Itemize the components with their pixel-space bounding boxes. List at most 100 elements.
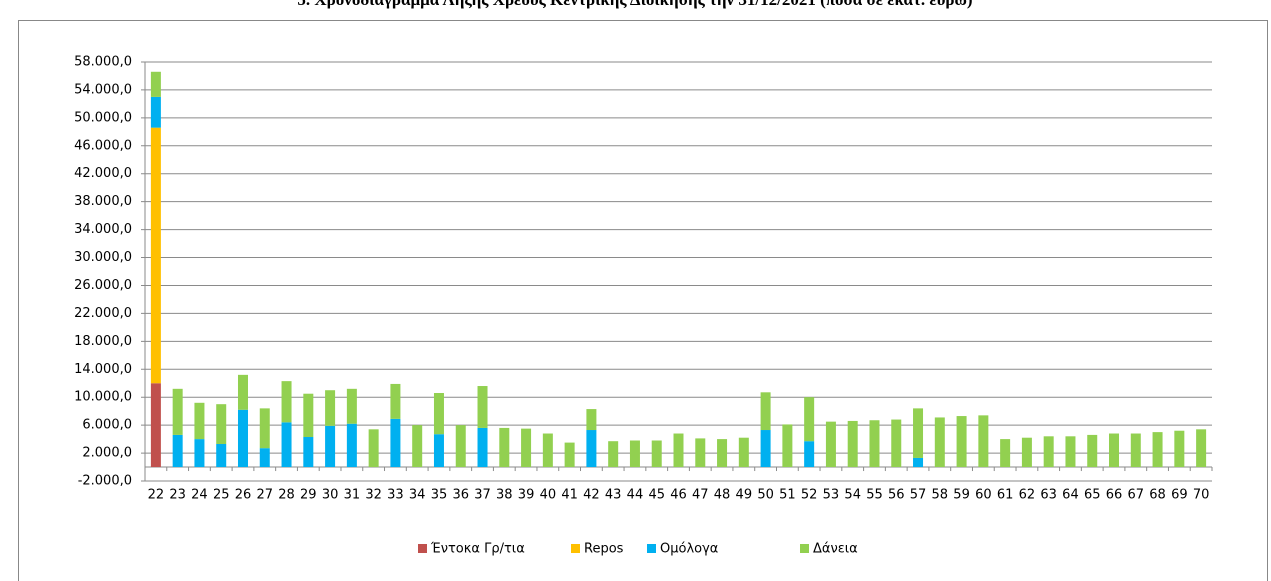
bar-segment <box>325 390 336 426</box>
legend-swatch <box>800 544 809 553</box>
bar-segment <box>673 433 684 468</box>
bar-segment <box>934 417 945 468</box>
bar-segment <box>1043 436 1054 468</box>
x-tick-label: 70 <box>1193 488 1210 503</box>
x-tick-label: 23 <box>169 488 186 503</box>
bar-segment <box>433 434 444 468</box>
bar-segment <box>194 439 205 468</box>
x-tick-label: 37 <box>474 488 491 503</box>
x-tick-label: 26 <box>235 488 252 503</box>
y-tick-label: 38.000,0 <box>74 194 132 209</box>
y-tick-label: 6.000,0 <box>82 418 132 433</box>
bar-segment <box>651 440 662 468</box>
bar-segment <box>281 381 292 423</box>
x-tick-label: 58 <box>932 488 949 503</box>
bar-segment <box>956 416 967 468</box>
legend-label: Έντοκα Γρ/τια <box>430 542 525 557</box>
bar-segment <box>782 424 793 468</box>
bar-segment <box>738 437 749 468</box>
bar-segment <box>1196 429 1207 468</box>
x-tick-label: 42 <box>583 488 600 503</box>
x-tick-label: 40 <box>540 488 557 503</box>
x-tick-label: 48 <box>714 488 731 503</box>
x-tick-label: 65 <box>1084 488 1101 503</box>
bar-segment <box>390 418 401 468</box>
legend-label: Ομόλογα <box>660 542 718 557</box>
y-tick-label: 2.000,0 <box>82 446 132 461</box>
bar-segment <box>477 427 488 468</box>
x-tick-label: 66 <box>1106 488 1123 503</box>
bar-segment <box>542 433 553 468</box>
bar-segment <box>237 374 248 410</box>
bar-segment <box>281 422 292 468</box>
bar-segment <box>1065 436 1076 468</box>
bar-segment <box>237 409 248 468</box>
bar-segment <box>346 423 357 468</box>
x-tick-label: 52 <box>801 488 818 503</box>
legend-swatch <box>571 544 580 553</box>
x-tick-label: 29 <box>300 488 317 503</box>
bar-segment <box>695 438 706 468</box>
x-tick-label: 25 <box>213 488 230 503</box>
bar-segment <box>717 439 728 468</box>
x-tick-label: 67 <box>1128 488 1145 503</box>
legend-swatch <box>418 544 427 553</box>
x-tick-label: 22 <box>148 488 165 503</box>
bar-segment <box>172 434 183 468</box>
bar-segment <box>825 421 836 468</box>
bar-segment <box>913 457 924 468</box>
x-tick-label: 27 <box>256 488 273 503</box>
y-tick-label: 34.000,0 <box>74 222 132 237</box>
bar-segment <box>1174 430 1185 468</box>
bar-segment <box>499 427 510 468</box>
bar-segment <box>346 388 357 424</box>
y-tick-label: 46.000,0 <box>74 138 132 153</box>
bar-segment <box>891 419 902 468</box>
bar-segment <box>804 397 815 442</box>
x-tick-label: 53 <box>823 488 840 503</box>
bar-segment <box>1021 437 1032 468</box>
bar-segment <box>433 393 444 435</box>
bar-segment <box>564 442 575 468</box>
bar-segment <box>455 425 466 468</box>
x-tick-label: 63 <box>1040 488 1057 503</box>
bar-segment <box>1152 432 1163 468</box>
bar-segment <box>760 392 771 431</box>
bar-segment <box>1087 434 1098 468</box>
bar-segment <box>150 96 161 128</box>
x-tick-label: 33 <box>387 488 404 503</box>
y-tick-label: 30.000,0 <box>74 250 132 265</box>
bar-segment <box>1109 433 1120 468</box>
bar-segment <box>760 430 771 468</box>
x-tick-label: 54 <box>844 488 861 503</box>
x-tick-label: 24 <box>191 488 208 503</box>
x-tick-label: 62 <box>1019 488 1036 503</box>
x-tick-label: 59 <box>953 488 970 503</box>
x-tick-label: 28 <box>278 488 295 503</box>
x-tick-label: 39 <box>518 488 535 503</box>
bar-segment <box>477 386 488 428</box>
x-tick-label: 60 <box>975 488 992 503</box>
x-tick-label: 57 <box>910 488 927 503</box>
bar-segment <box>913 408 924 458</box>
bar-segment <box>586 409 597 431</box>
x-tick-label: 43 <box>605 488 622 503</box>
y-tick-label: -2.000,0 <box>78 474 132 489</box>
bar-segment <box>368 429 379 468</box>
x-tick-label: 68 <box>1149 488 1166 503</box>
bar-segment <box>150 383 161 468</box>
bar-segment <box>608 441 619 468</box>
y-tick-label: 26.000,0 <box>74 278 132 293</box>
x-tick-label: 36 <box>452 488 469 503</box>
bar-segment <box>978 415 989 468</box>
x-tick-label: 51 <box>779 488 796 503</box>
x-tick-label: 44 <box>627 488 644 503</box>
chart-frame <box>18 20 1268 581</box>
x-tick-label: 32 <box>365 488 382 503</box>
x-tick-label: 50 <box>757 488 774 503</box>
chart-title: 5. Χρονοδιάγραμμα Λήξης Χρέους Κεντρικής… <box>297 0 972 9</box>
x-tick-label: 35 <box>431 488 448 503</box>
x-tick-label: 56 <box>888 488 905 503</box>
